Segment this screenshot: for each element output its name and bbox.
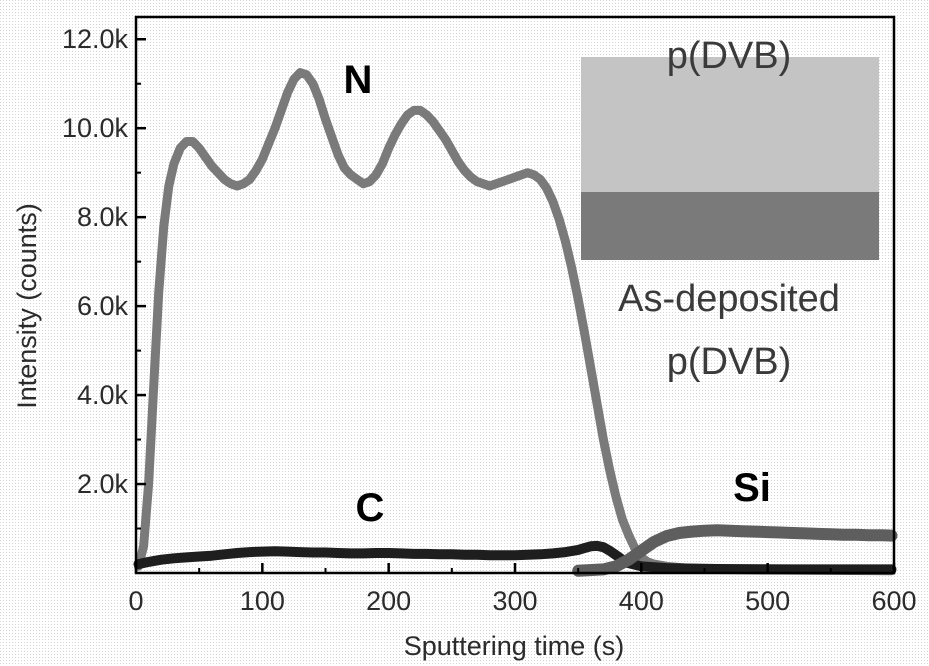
inset-bottom-layer: [581, 192, 879, 260]
y-tick-label: 8.0k: [77, 202, 129, 232]
y-tick-label: 4.0k: [77, 380, 129, 410]
series-line-si: [572, 524, 898, 577]
series-label-n: N: [344, 58, 373, 102]
x-axis-label: Sputtering time (s): [404, 631, 625, 661]
x-tick-label: 600: [871, 586, 916, 616]
inset-top-layer-label: p(DVB): [667, 35, 792, 77]
series-label-si: Si: [733, 466, 771, 510]
x-tick-label: 300: [492, 586, 537, 616]
x-tick-label: 100: [240, 586, 285, 616]
y-tick-label: 2.0k: [77, 469, 129, 499]
inset-bottom-layer-label-1: As-deposited: [618, 278, 840, 320]
series-line-c: [133, 540, 897, 575]
x-ticks: 0 100 200 300 400 500 600: [128, 563, 917, 616]
y-axis-label: Intensity (counts): [12, 203, 42, 409]
series-line-n: [134, 68, 896, 576]
inset: p(DVB) As-deposited p(DVB): [581, 35, 879, 383]
x-tick-label: 400: [619, 586, 664, 616]
y-tick-label: 12.0k: [62, 24, 129, 54]
inset-bottom-layer-label-2: p(DVB): [667, 341, 792, 383]
y-tick-label: 10.0k: [62, 113, 129, 143]
y-tick-label: 6.0k: [77, 291, 129, 321]
series-layer: [133, 68, 898, 577]
series-label-c: C: [356, 486, 385, 530]
x-tick-label: 500: [745, 586, 790, 616]
y-ticks: 2.0k 4.0k 6.0k 8.0k 10.0k 12.0k: [62, 24, 146, 530]
x-tick-label: 200: [366, 586, 411, 616]
inset-top-layer: [581, 57, 879, 192]
x-tick-label: 0: [128, 586, 143, 616]
